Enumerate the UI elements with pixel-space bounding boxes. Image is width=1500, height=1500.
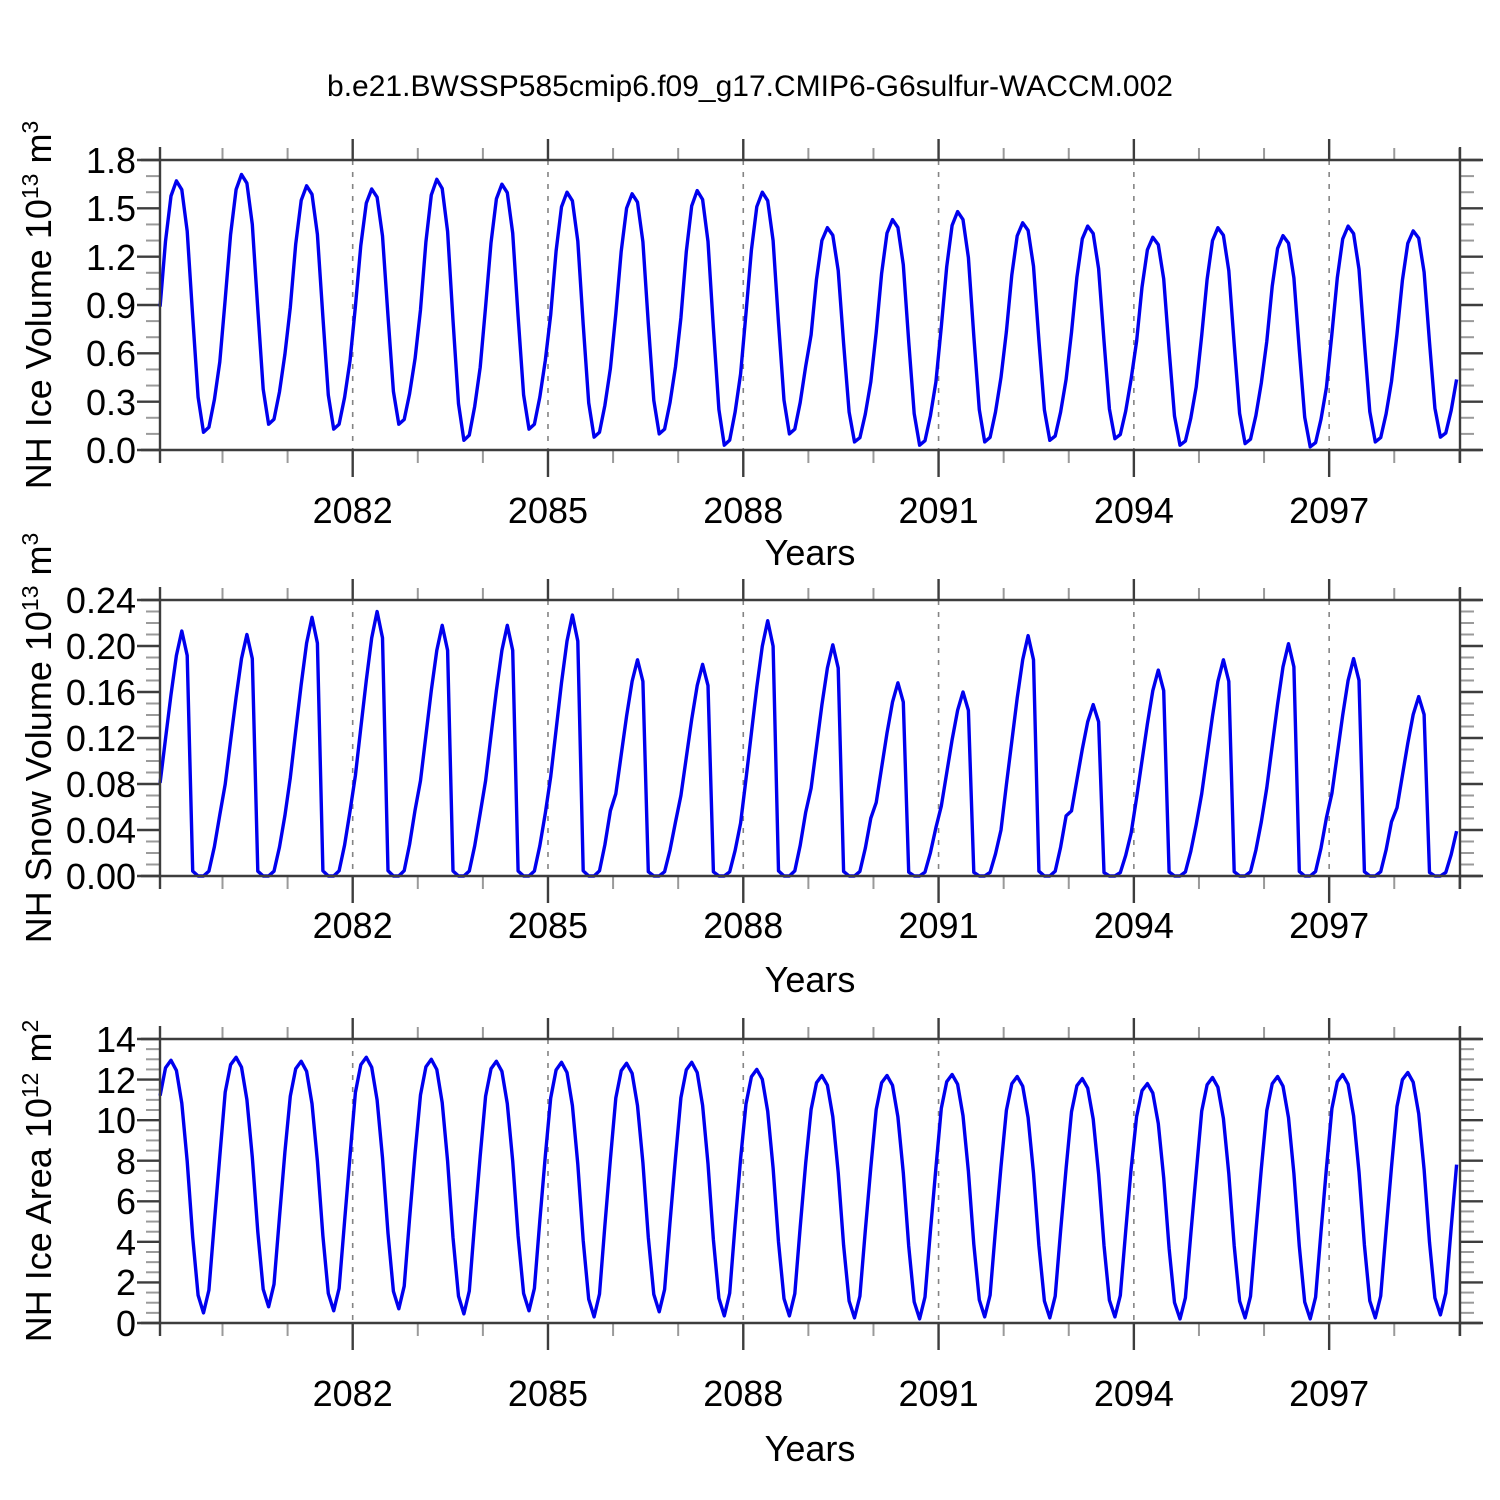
nh-snow-volume-ytick-label: 0.04	[65, 810, 136, 851]
nh-ice-volume-ytick-label: 0.9	[85, 285, 136, 326]
nh-ice-volume-ytick-label: 0.0	[85, 430, 136, 471]
figure-title: b.e21.BWSSP585cmip6.f09_g17.CMIP6-G6sulf…	[327, 70, 1173, 103]
nh-ice-area-ytick-label: 12	[95, 1059, 136, 1101]
nh-ice-area-ytick-label: 6	[115, 1181, 136, 1223]
nh-snow-volume-ytick-label: 0.12	[65, 718, 136, 759]
nh-snow-volume-ytick-label: 0.16	[65, 672, 136, 713]
nh-ice-area-ytick-label: 10	[95, 1100, 136, 1142]
nh-ice-area-xtick-label: 2088	[703, 1373, 784, 1414]
nh-snow-volume-xtick-label: 2094	[1093, 905, 1174, 946]
nh-snow-volume-xtick-label: 2097	[1289, 905, 1370, 946]
nh-ice-volume-series	[158, 172, 1459, 449]
nh-ice-volume-xtick-label: 2094	[1093, 490, 1174, 531]
nh-ice-volume-xtick-label: 2097	[1289, 490, 1370, 531]
nh-ice-volume-xaxis-title: Years	[764, 532, 856, 573]
nh-ice-area-xtick-label: 2091	[898, 1373, 979, 1414]
nh-ice-area-xtick-label: 2094	[1093, 1373, 1174, 1414]
nh-ice-area-xtick-label: 2085	[507, 1373, 589, 1414]
nh-ice-volume-ytick-label: 1.2	[85, 236, 136, 278]
nh-ice-volume-ytick-label: 0.3	[85, 381, 136, 423]
nh-ice-volume-ytick-label: 1.8	[85, 140, 136, 181]
nh-ice-volume-xtick-label: 2082	[312, 490, 393, 531]
nh-ice-area-ytick-label: 2	[115, 1262, 136, 1304]
nh-ice-area-ytick-label: 14	[95, 1019, 136, 1060]
nh-snow-volume-xtick-label: 2091	[898, 905, 979, 946]
nh-ice-area-ytick-label: 0	[115, 1303, 136, 1344]
nh-ice-volume-xtick-label: 2091	[898, 490, 979, 531]
nh-ice-area-xaxis-title: Years	[764, 1428, 856, 1469]
nh-ice-area-xtick-label: 2097	[1289, 1373, 1370, 1414]
nh-snow-volume-ytick-label: 0.24	[65, 580, 136, 621]
nh-ice-volume-ytick-label: 1.5	[85, 188, 136, 230]
nh-snow-volume-ytick-label: 0.20	[65, 626, 136, 667]
nh-snow-volume-series	[158, 609, 1459, 878]
nh-ice-volume-xtick-label: 2088	[703, 490, 784, 531]
nh-snow-volume-yaxis-title: NH Snow Volume 1013 m3	[17, 532, 59, 944]
nh-ice-area-yaxis-title: NH Ice Area 1012 m2	[17, 1019, 59, 1343]
nh-snow-volume-ytick-label: 0.00	[65, 856, 136, 897]
nh-snow-volume-ytick-label: 0.08	[65, 764, 136, 805]
nh-ice-area-xtick-label: 2082	[312, 1373, 393, 1414]
nh-ice-area-ytick-label: 8	[115, 1140, 136, 1182]
nh-ice-volume-ytick-label: 0.6	[85, 333, 136, 375]
nh-snow-volume-xaxis-title: Years	[764, 959, 856, 1000]
nh-ice-volume-xtick-label: 2085	[507, 490, 589, 531]
nh-ice-area-ytick-label: 4	[115, 1221, 136, 1263]
nh-snow-volume-xtick-label: 2088	[703, 905, 784, 946]
nh-snow-volume-xtick-label: 2082	[312, 905, 393, 946]
nh-ice-area-series	[158, 1055, 1459, 1321]
nh-ice-volume-yaxis-title: NH Ice Volume 1013 m3	[17, 120, 59, 490]
nh-snow-volume-xtick-label: 2085	[507, 905, 589, 946]
